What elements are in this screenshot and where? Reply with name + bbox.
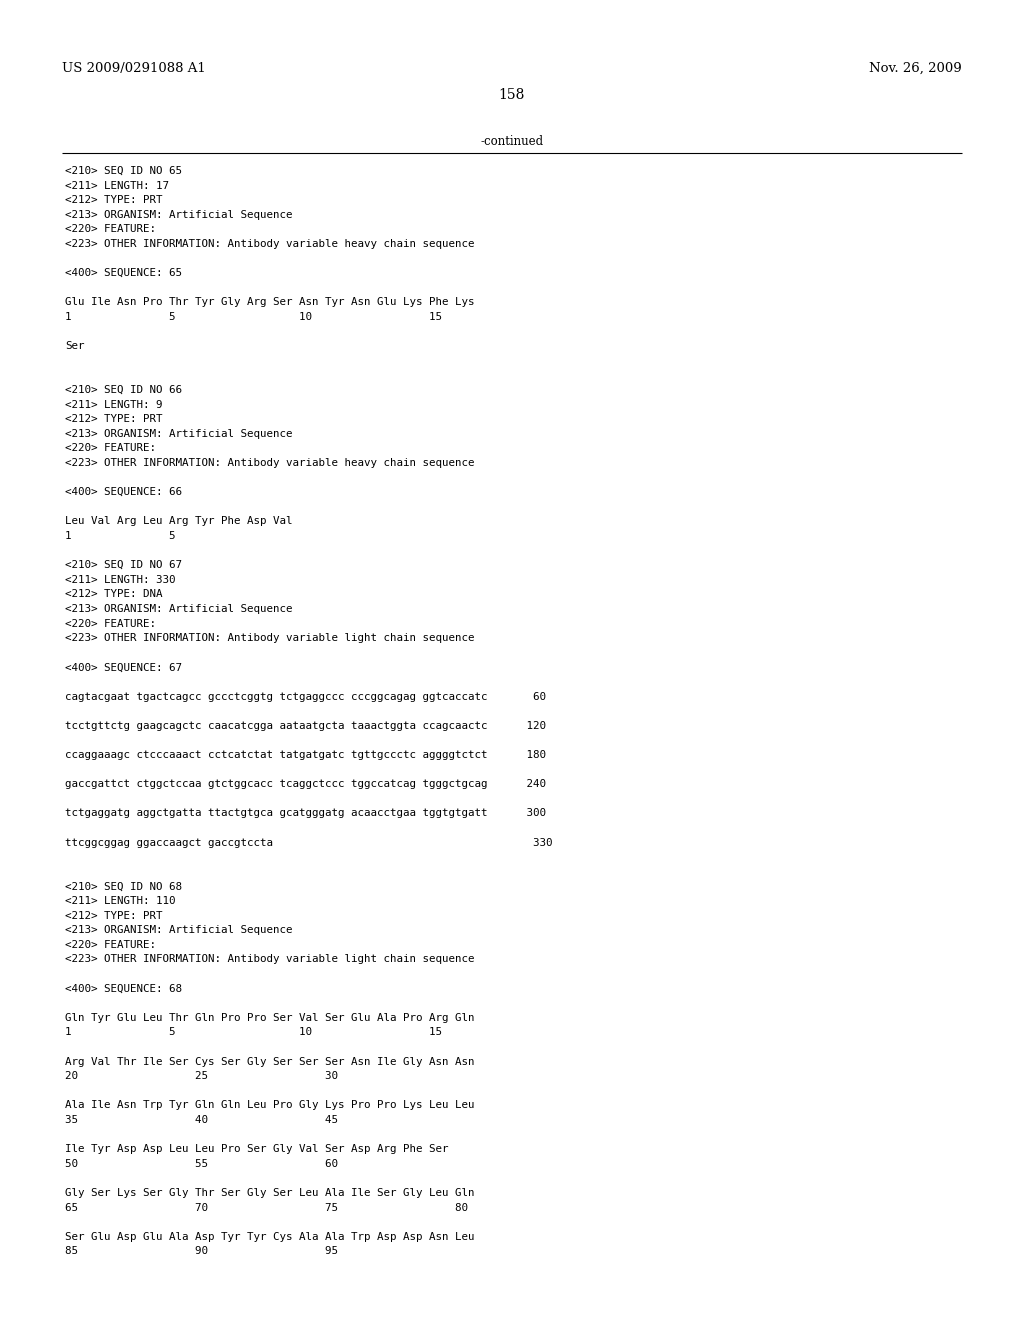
Text: Glu Ile Asn Pro Thr Tyr Gly Arg Ser Asn Tyr Asn Glu Lys Phe Lys: Glu Ile Asn Pro Thr Tyr Gly Arg Ser Asn … (65, 297, 474, 308)
Text: <210> SEQ ID NO 68: <210> SEQ ID NO 68 (65, 882, 182, 891)
Text: <212> TYPE: PRT: <212> TYPE: PRT (65, 414, 163, 424)
Text: ccaggaaagc ctcccaaact cctcatctat tatgatgatc tgttgccctc aggggtctct      180: ccaggaaagc ctcccaaact cctcatctat tatgatg… (65, 750, 546, 760)
Text: ttcggcggag ggaccaagct gaccgtccta                                        330: ttcggcggag ggaccaagct gaccgtccta 330 (65, 838, 553, 847)
Text: <400> SEQUENCE: 65: <400> SEQUENCE: 65 (65, 268, 182, 279)
Text: <211> LENGTH: 17: <211> LENGTH: 17 (65, 181, 169, 190)
Text: <223> OTHER INFORMATION: Antibody variable light chain sequence: <223> OTHER INFORMATION: Antibody variab… (65, 954, 474, 965)
Text: <212> TYPE: PRT: <212> TYPE: PRT (65, 911, 163, 920)
Text: US 2009/0291088 A1: US 2009/0291088 A1 (62, 62, 206, 75)
Text: 20                  25                  30: 20 25 30 (65, 1072, 338, 1081)
Text: <220> FEATURE:: <220> FEATURE: (65, 444, 156, 453)
Text: <212> TYPE: PRT: <212> TYPE: PRT (65, 195, 163, 205)
Text: <223> OTHER INFORMATION: Antibody variable heavy chain sequence: <223> OTHER INFORMATION: Antibody variab… (65, 458, 474, 469)
Text: 158: 158 (499, 88, 525, 102)
Text: 85                  90                  95: 85 90 95 (65, 1246, 338, 1257)
Text: <400> SEQUENCE: 67: <400> SEQUENCE: 67 (65, 663, 182, 672)
Text: <212> TYPE: DNA: <212> TYPE: DNA (65, 590, 163, 599)
Text: 1               5: 1 5 (65, 531, 175, 541)
Text: <213> ORGANISM: Artificial Sequence: <213> ORGANISM: Artificial Sequence (65, 605, 293, 614)
Text: tctgaggatg aggctgatta ttactgtgca gcatgggatg acaacctgaa tggtgtgatt      300: tctgaggatg aggctgatta ttactgtgca gcatggg… (65, 808, 546, 818)
Text: Leu Val Arg Leu Arg Tyr Phe Asp Val: Leu Val Arg Leu Arg Tyr Phe Asp Val (65, 516, 293, 527)
Text: 1               5                   10                  15: 1 5 10 15 (65, 312, 442, 322)
Text: 35                  40                  45: 35 40 45 (65, 1115, 338, 1125)
Text: Ala Ile Asn Trp Tyr Gln Gln Leu Pro Gly Lys Pro Pro Lys Leu Leu: Ala Ile Asn Trp Tyr Gln Gln Leu Pro Gly … (65, 1101, 474, 1110)
Text: <211> LENGTH: 330: <211> LENGTH: 330 (65, 574, 175, 585)
Text: <400> SEQUENCE: 66: <400> SEQUENCE: 66 (65, 487, 182, 498)
Text: <210> SEQ ID NO 65: <210> SEQ ID NO 65 (65, 166, 182, 176)
Text: cagtacgaat tgactcagcc gccctcggtg tctgaggccc cccggcagag ggtcaccatc       60: cagtacgaat tgactcagcc gccctcggtg tctgagg… (65, 692, 546, 702)
Text: -continued: -continued (480, 135, 544, 148)
Text: Gly Ser Lys Ser Gly Thr Ser Gly Ser Leu Ala Ile Ser Gly Leu Gln: Gly Ser Lys Ser Gly Thr Ser Gly Ser Leu … (65, 1188, 474, 1199)
Text: <210> SEQ ID NO 66: <210> SEQ ID NO 66 (65, 385, 182, 395)
Text: Ser: Ser (65, 341, 85, 351)
Text: <220> FEATURE:: <220> FEATURE: (65, 224, 156, 235)
Text: tcctgttctg gaagcagctc caacatcgga aataatgcta taaactggta ccagcaactc      120: tcctgttctg gaagcagctc caacatcgga aataatg… (65, 721, 546, 731)
Text: Ile Tyr Asp Asp Leu Leu Pro Ser Gly Val Ser Asp Arg Phe Ser: Ile Tyr Asp Asp Leu Leu Pro Ser Gly Val … (65, 1144, 449, 1154)
Text: <223> OTHER INFORMATION: Antibody variable light chain sequence: <223> OTHER INFORMATION: Antibody variab… (65, 634, 474, 643)
Text: Nov. 26, 2009: Nov. 26, 2009 (869, 62, 962, 75)
Text: Ser Glu Asp Glu Ala Asp Tyr Tyr Cys Ala Ala Trp Asp Asp Asn Leu: Ser Glu Asp Glu Ala Asp Tyr Tyr Cys Ala … (65, 1232, 474, 1242)
Text: <220> FEATURE:: <220> FEATURE: (65, 619, 156, 628)
Text: <211> LENGTH: 9: <211> LENGTH: 9 (65, 400, 163, 409)
Text: <213> ORGANISM: Artificial Sequence: <213> ORGANISM: Artificial Sequence (65, 429, 293, 438)
Text: <223> OTHER INFORMATION: Antibody variable heavy chain sequence: <223> OTHER INFORMATION: Antibody variab… (65, 239, 474, 249)
Text: 65                  70                  75                  80: 65 70 75 80 (65, 1203, 468, 1213)
Text: <210> SEQ ID NO 67: <210> SEQ ID NO 67 (65, 560, 182, 570)
Text: <400> SEQUENCE: 68: <400> SEQUENCE: 68 (65, 983, 182, 994)
Text: gaccgattct ctggctccaa gtctggcacc tcaggctccc tggccatcag tgggctgcag      240: gaccgattct ctggctccaa gtctggcacc tcaggct… (65, 779, 546, 789)
Text: <213> ORGANISM: Artificial Sequence: <213> ORGANISM: Artificial Sequence (65, 210, 293, 220)
Text: <213> ORGANISM: Artificial Sequence: <213> ORGANISM: Artificial Sequence (65, 925, 293, 935)
Text: 50                  55                  60: 50 55 60 (65, 1159, 338, 1168)
Text: <220> FEATURE:: <220> FEATURE: (65, 940, 156, 950)
Text: Arg Val Thr Ile Ser Cys Ser Gly Ser Ser Ser Asn Ile Gly Asn Asn: Arg Val Thr Ile Ser Cys Ser Gly Ser Ser … (65, 1056, 474, 1067)
Text: 1               5                   10                  15: 1 5 10 15 (65, 1027, 442, 1038)
Text: <211> LENGTH: 110: <211> LENGTH: 110 (65, 896, 175, 906)
Text: Gln Tyr Glu Leu Thr Gln Pro Pro Ser Val Ser Glu Ala Pro Arg Gln: Gln Tyr Glu Leu Thr Gln Pro Pro Ser Val … (65, 1012, 474, 1023)
